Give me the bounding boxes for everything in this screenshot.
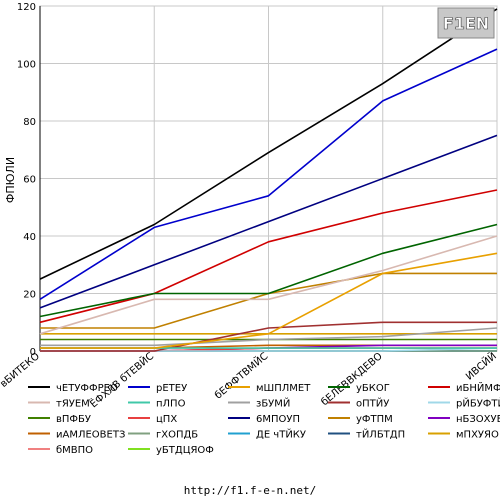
legend-label: уФТПМ	[356, 414, 393, 425]
y-tick-label: 40	[23, 232, 36, 243]
legend-label: тЙЛБТДП	[356, 428, 405, 441]
legend-label: зБУМЙ	[256, 397, 290, 410]
y-tick-label: 100	[17, 60, 36, 71]
series-line	[40, 252, 498, 349]
logo-text: F1EN	[443, 14, 489, 33]
legend-label: мШПЛМЕТ	[256, 383, 311, 394]
legend-label: иАМЛЕОВЕТЗ	[56, 430, 125, 441]
legend-label: тЯУЕМ	[56, 399, 90, 410]
logo: F1EN	[437, 7, 495, 39]
series-line	[39, 8, 498, 280]
source-url: http://f1.f-e-n.net/	[184, 484, 316, 497]
y-axis-label: ФПЮЛИ	[4, 157, 17, 203]
legend-label: иБНЙМФЯО	[456, 381, 500, 394]
legend-label: вПФБУ	[56, 414, 91, 425]
legend-label: чЕТУФФРЕО	[56, 383, 118, 394]
legend-label: оПТЙУ	[356, 397, 389, 410]
legend-label: бМВПО	[56, 445, 93, 456]
legend-label: нБЗОХУЕО	[456, 414, 500, 425]
y-tick-label: 0	[30, 347, 36, 358]
legend-label: гХОПДБ	[156, 430, 198, 441]
legend-label: уБКОГ	[356, 383, 390, 394]
legend-label: уБТДЦЯОФ	[156, 445, 214, 456]
legend-label: рЙБУФТЙ	[456, 397, 500, 410]
legend-label: мПХУЯО	[456, 430, 499, 441]
y-tick-label: 20	[23, 290, 36, 301]
legend-label: рЕТЕУ	[156, 383, 187, 394]
series-line	[39, 48, 498, 300]
series-line	[40, 321, 497, 352]
series-line	[39, 134, 498, 309]
legend-label: ДЕ чТЙКУ	[256, 428, 306, 441]
y-tick-label: 60	[23, 175, 36, 186]
y-tick-label: 80	[23, 117, 36, 128]
legend-label: цПХ	[156, 414, 177, 425]
legend: чЕТУФФРЕО рЕТЕУ мШПЛМЕТ уБКОГ иБНЙМФЯО тЯУЕМ п…	[28, 381, 500, 456]
y-tick-label: 120	[17, 2, 36, 13]
series-line	[39, 235, 498, 335]
legend-label: пЛПО	[156, 399, 186, 410]
series-group	[39, 8, 498, 352]
series-line	[39, 189, 498, 324]
series-line	[39, 223, 498, 318]
legend-label: 6МПОУП	[256, 414, 300, 425]
series-line	[40, 327, 498, 347]
